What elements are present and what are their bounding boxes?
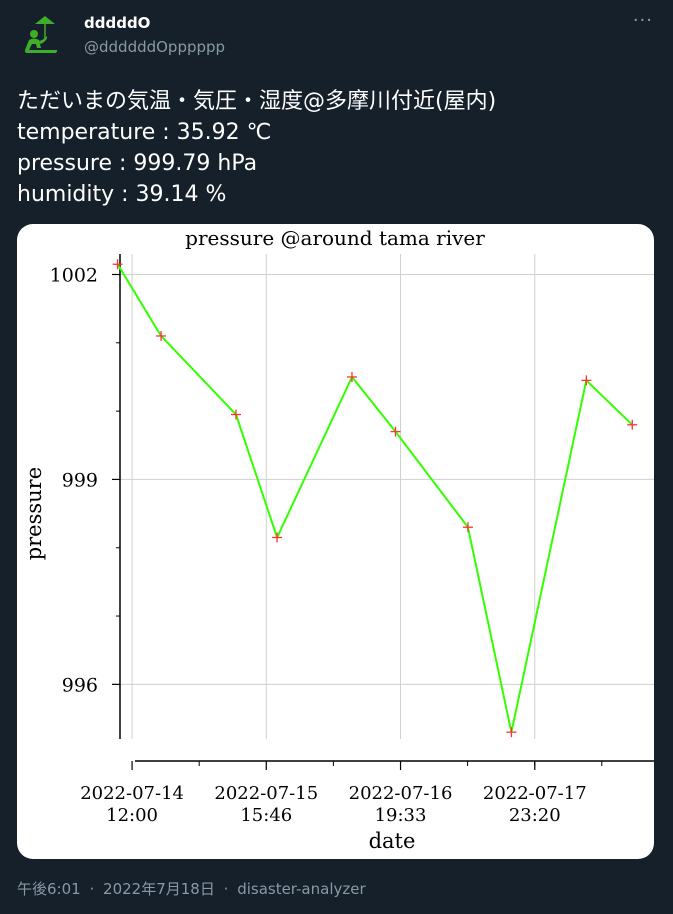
chart-title: pressure @around tama river [185,226,485,250]
data-point-marker [156,330,167,341]
pressure-chart: pressure @around tama river 996 999 1002 202… [22,226,654,853]
data-point-marker [390,426,401,437]
x-tick-label-time: 12:00 [106,805,158,826]
tweet-media-chart[interactable]: pressure @around tama river 996 999 1002 202… [17,224,654,859]
x-axis-label: date [369,829,416,853]
y-axis-label: pressure [22,467,46,560]
tweet-date[interactable]: 2022年7月18日 [103,880,215,898]
x-tick-label-date: 2022-07-14 [80,783,184,804]
data-point-marker [230,409,241,420]
tweet-line-temperature: temperature : 35.92 ℃ [17,120,272,145]
tweet-time[interactable]: 午後6:01 [17,880,81,898]
more-options-button[interactable]: ··· [632,10,653,31]
y-tick-label: 996 [62,674,98,696]
tweet-line-title: ただいまの気温・気圧・湿度@多摩川付近(屋内) [17,89,497,114]
x-tick-label-time: 19:33 [375,805,427,826]
data-point-marker [581,375,592,386]
y-tick-label: 999 [62,469,98,491]
tweet-source[interactable]: disaster-analyzer [237,880,366,898]
series-line-pressure [116,263,633,733]
data-point-marker [272,532,283,543]
x-tick-label-date: 2022-07-15 [214,783,318,804]
tweet-line-humidity: humidity : 39.14 % [17,182,227,207]
data-point-marker [112,259,123,270]
footer-separator: · [223,880,229,898]
x-tick-label-time: 15:46 [240,805,292,826]
data-point-marker [346,371,357,382]
data-point-marker [506,727,517,738]
x-tick-label-time: 23:20 [509,805,561,826]
tweet-footer: 午後6:01 · 2022年7月18日 · disaster-analyzer [17,878,366,899]
user-handle[interactable]: @ddddddOpppppp [84,38,226,56]
y-tick-label: 1002 [50,264,98,286]
data-point-marker [462,522,473,533]
avatar[interactable] [17,10,65,58]
data-point-marker [627,419,638,430]
tweet-line-pressure: pressure : 999.79 hPa [17,151,258,176]
user-display-name[interactable]: dddddO [84,14,151,32]
person-umbrella-icon [25,16,57,53]
tweet-text: ただいまの気温・気圧・湿度@多摩川付近(屋内) temperature : 35… [17,86,657,210]
x-tick-label-date: 2022-07-16 [349,783,453,804]
x-tick-label-date: 2022-07-17 [483,783,587,804]
footer-separator: · [89,880,95,898]
